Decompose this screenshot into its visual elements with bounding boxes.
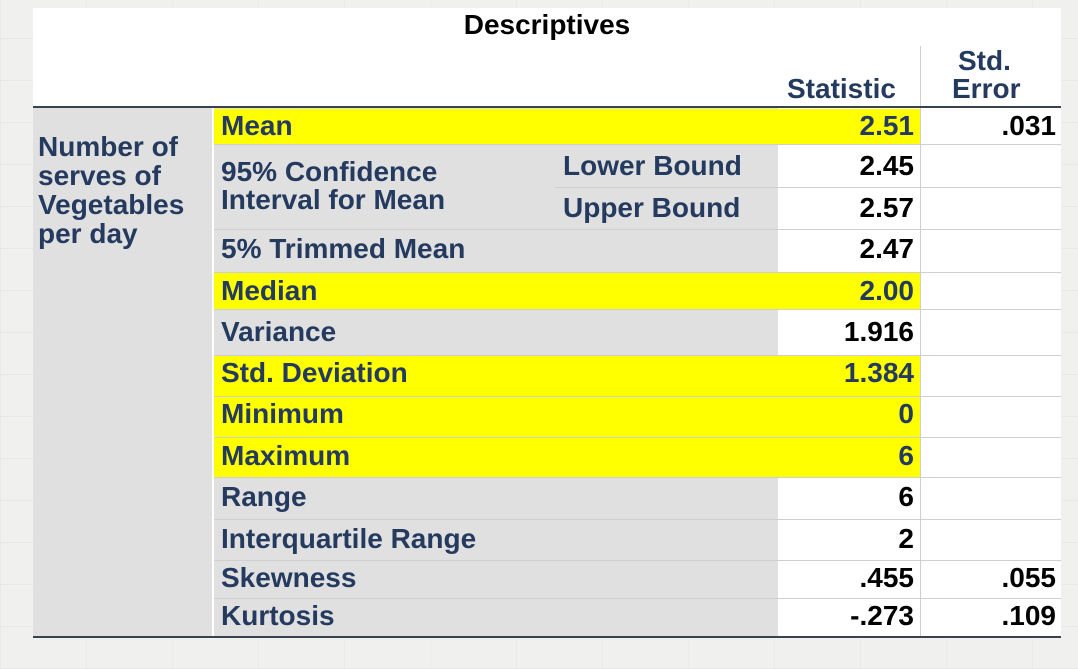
row-label-maximum: Maximum xyxy=(221,440,351,471)
header-divider xyxy=(920,46,921,106)
row-label-minimum: Minimum xyxy=(221,398,344,429)
stat-variance: 1.916 xyxy=(843,316,914,347)
row-sep xyxy=(214,272,1061,273)
col-sep xyxy=(212,108,214,636)
top-rule xyxy=(33,106,1061,108)
row-sep xyxy=(214,519,1061,520)
stat-range: 6 xyxy=(898,481,914,512)
col-sep xyxy=(920,108,921,636)
variable-label-line4: per day xyxy=(38,218,138,249)
row-sep xyxy=(214,560,1061,561)
variable-label-line1: Number of xyxy=(38,131,178,162)
se-skewness: .055 xyxy=(1001,562,1057,593)
row-stddev-highlight xyxy=(214,356,920,477)
stat-maximum: 6 xyxy=(898,440,914,471)
row-label-iqr: Interquartile Range xyxy=(221,523,477,554)
header-std-error-line1: Std. xyxy=(958,45,1011,76)
variable-label-line2: serves of xyxy=(38,160,161,191)
row-sep xyxy=(214,309,1061,310)
stat-iqr: 2 xyxy=(898,523,914,554)
stat-col-bottom xyxy=(778,478,920,636)
row-sep xyxy=(214,598,1061,599)
stat-upper-bound: 2.57 xyxy=(859,192,915,223)
row-sep xyxy=(214,437,1061,438)
variable-cell xyxy=(33,108,212,636)
ci-label-line2: Interval for Mean xyxy=(221,184,446,215)
bottom-rule xyxy=(33,636,1061,638)
header-statistic: Statistic xyxy=(787,73,896,104)
row-sep xyxy=(555,187,1061,188)
stat-minimum: 0 xyxy=(898,398,914,429)
stat-trimmed-mean: 2.47 xyxy=(859,233,915,264)
header-std-error-line2: Error xyxy=(952,73,1021,104)
row-label-skewness: Skewness xyxy=(221,562,357,593)
row-label-std-deviation: Std. Deviation xyxy=(221,357,408,388)
ci-label-line1: 95% Confidence xyxy=(221,156,438,187)
se-kurtosis: .109 xyxy=(1001,600,1057,631)
stat-std-deviation: 1.384 xyxy=(843,357,914,388)
row-label-trimmed-mean: 5% Trimmed Mean xyxy=(221,233,466,264)
row-label-variance: Variance xyxy=(221,316,337,347)
row-sep xyxy=(214,477,1061,478)
row-label-median: Median xyxy=(221,275,318,306)
row-label-mean: Mean xyxy=(221,110,293,141)
row-mean-highlight xyxy=(214,109,920,144)
stat-lower-bound: 2.45 xyxy=(859,150,915,181)
row-label-kurtosis: Kurtosis xyxy=(221,600,335,631)
variable-label-line3: Vegetables xyxy=(38,189,185,220)
row-label-range: Range xyxy=(221,481,307,512)
stat-skewness: .455 xyxy=(859,562,915,593)
table-title: Descriptives xyxy=(463,9,631,40)
stat-kurtosis: -.273 xyxy=(850,600,914,631)
row-sep xyxy=(214,144,1061,145)
row-median-highlight xyxy=(214,273,920,309)
row-sep xyxy=(214,355,1061,356)
row-sep xyxy=(214,229,1061,230)
stat-mean: 2.51 xyxy=(859,110,915,141)
stat-col-variance xyxy=(778,310,920,355)
ci-upper-bound-label: Upper Bound xyxy=(563,192,741,223)
stat-col-ci xyxy=(778,145,920,272)
se-mean: .031 xyxy=(1001,110,1057,141)
stat-median: 2.00 xyxy=(859,275,915,306)
row-sep xyxy=(214,396,1061,397)
ci-lower-bound-label: Lower Bound xyxy=(563,150,742,181)
